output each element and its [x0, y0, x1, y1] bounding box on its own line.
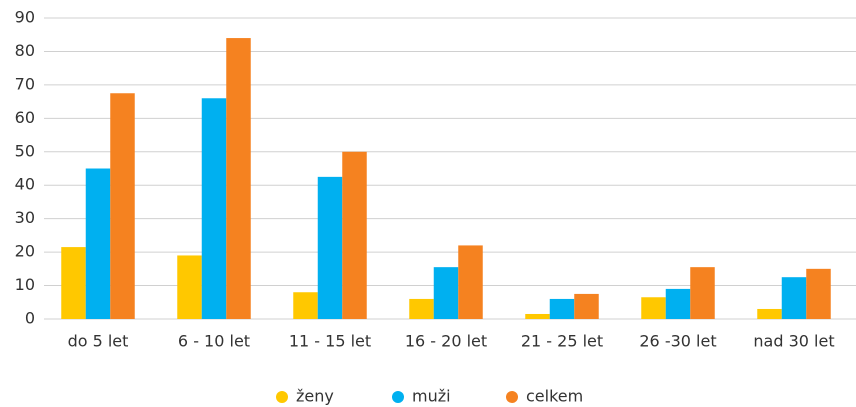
x-tick-label: 16 - 20 let — [405, 332, 487, 351]
y-tick-label: 40 — [15, 175, 35, 194]
bar — [293, 292, 318, 319]
x-tick-label: nad 30 let — [753, 332, 834, 351]
bar — [641, 297, 666, 319]
bar — [433, 267, 459, 319]
bar — [201, 98, 227, 320]
legend-label: celkem — [526, 387, 583, 406]
bar — [177, 255, 202, 319]
bar — [665, 288, 691, 319]
y-tick-label: 90 — [15, 8, 35, 27]
x-tick-label: 21 - 25 let — [521, 332, 603, 351]
bar — [85, 168, 111, 319]
bar — [781, 277, 807, 319]
y-tick-label: 30 — [15, 208, 35, 227]
x-tick-label: 26 -30 let — [639, 332, 716, 351]
bar — [342, 151, 367, 319]
y-tick-label: 70 — [15, 74, 35, 93]
bar — [110, 93, 135, 319]
bar — [458, 245, 483, 319]
x-tick-label: 11 - 15 let — [289, 332, 371, 351]
bar — [317, 176, 343, 319]
x-tick-label: do 5 let — [68, 332, 129, 351]
bar — [574, 293, 599, 319]
bar — [61, 247, 86, 319]
bar — [226, 38, 251, 320]
y-tick-label: 20 — [15, 242, 35, 261]
bar — [549, 298, 575, 319]
y-tick-label: 80 — [15, 41, 35, 60]
bar — [525, 313, 550, 319]
y-tick-label: 10 — [15, 275, 35, 294]
legend-label: muži — [412, 387, 451, 406]
legend-label: ženy — [296, 387, 334, 406]
bar — [690, 267, 715, 319]
y-tick-label: 60 — [15, 108, 35, 127]
legend-marker — [506, 391, 518, 403]
legend-marker — [392, 391, 404, 403]
bar — [757, 308, 782, 319]
y-tick-label: 0 — [25, 309, 35, 328]
bar — [409, 298, 434, 319]
y-tick-label: 50 — [15, 141, 35, 160]
x-tick-label: 6 - 10 let — [178, 332, 250, 351]
legend-marker — [276, 391, 288, 403]
bar — [806, 268, 831, 319]
